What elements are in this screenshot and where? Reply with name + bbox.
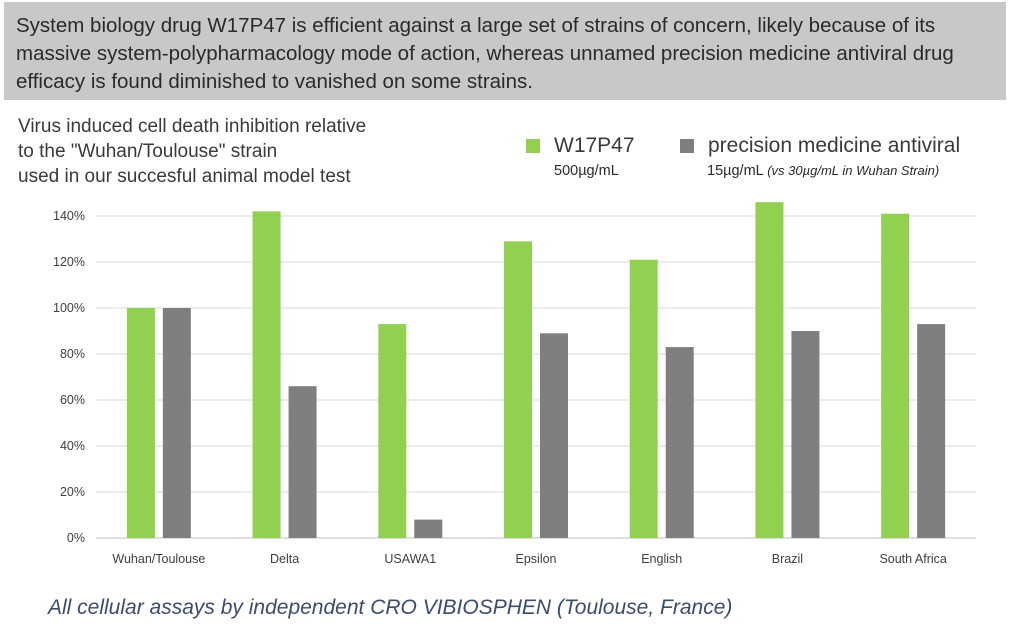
bar-w17p47 <box>378 324 407 538</box>
bar-antiviral <box>162 308 191 538</box>
bar-antiviral <box>917 324 946 538</box>
headline-banner: System biology drug W17P47 is efficient … <box>4 2 1006 100</box>
legend-note-w17p47: 500µg/mL <box>554 163 619 179</box>
legend-label-antiviral: precision medicine antiviral <box>708 134 961 157</box>
legend-label-w17p47: W17P47 <box>554 134 635 157</box>
legend-swatch-antiviral <box>680 139 694 153</box>
bar-w17p47 <box>252 211 281 538</box>
bar-w17p47 <box>126 308 155 538</box>
bar-w17p47 <box>755 202 784 538</box>
bar-antiviral <box>665 347 694 538</box>
y-tick-label: 100% <box>53 301 85 315</box>
bar-w17p47 <box>629 259 658 538</box>
subtitle-line-2: to the "Wuhan/Toulouse" strain <box>18 141 278 162</box>
y-tick-label: 80% <box>60 347 85 361</box>
x-tick-label: English <box>641 552 682 566</box>
subtitle-line-1: Virus induced cell death inhibition rela… <box>18 116 367 137</box>
y-tick-label: 0% <box>67 531 85 545</box>
x-tick-label: Brazil <box>772 552 803 566</box>
y-tick-label: 60% <box>60 393 85 407</box>
chart-subtitle: Virus induced cell death inhibition rela… <box>18 114 366 189</box>
footer-note: All cellular assays by independent CRO V… <box>48 596 733 619</box>
y-tick-label: 20% <box>60 485 85 499</box>
legend-note-antiviral-italic: (vs 30µg/mL in Wuhan Strain) <box>767 163 940 178</box>
x-tick-label: Delta <box>270 552 299 566</box>
bar-antiviral <box>414 519 443 538</box>
subtitle-line-3: used in our succesful animal model test <box>18 166 351 187</box>
y-tick-label: 140% <box>53 209 85 223</box>
y-tick-label: 120% <box>53 255 85 269</box>
headline-text: System biology drug W17P47 is efficient … <box>16 14 954 93</box>
bar-w17p47 <box>881 213 910 538</box>
bar-antiviral <box>288 386 317 538</box>
legend-item-w17p47: W17P47 <box>526 134 635 158</box>
legend-note-antiviral: 15µg/mL (vs 30µg/mL in Wuhan Strain) <box>707 163 939 179</box>
x-tick-label: Epsilon <box>516 552 557 566</box>
x-tick-label: South Africa <box>879 552 946 566</box>
y-tick-label: 40% <box>60 439 85 453</box>
bar-w17p47 <box>504 241 532 539</box>
legend-item-antiviral: precision medicine antiviral <box>680 134 960 158</box>
x-tick-label: USAWA1 <box>384 552 436 566</box>
bar-antiviral <box>791 331 820 538</box>
x-tick-label: Wuhan/Toulouse <box>112 552 205 566</box>
legend-swatch-w17p47 <box>526 139 540 153</box>
legend-note-antiviral-dose: 15µg/mL <box>707 163 764 179</box>
bar-antiviral <box>540 333 568 538</box>
